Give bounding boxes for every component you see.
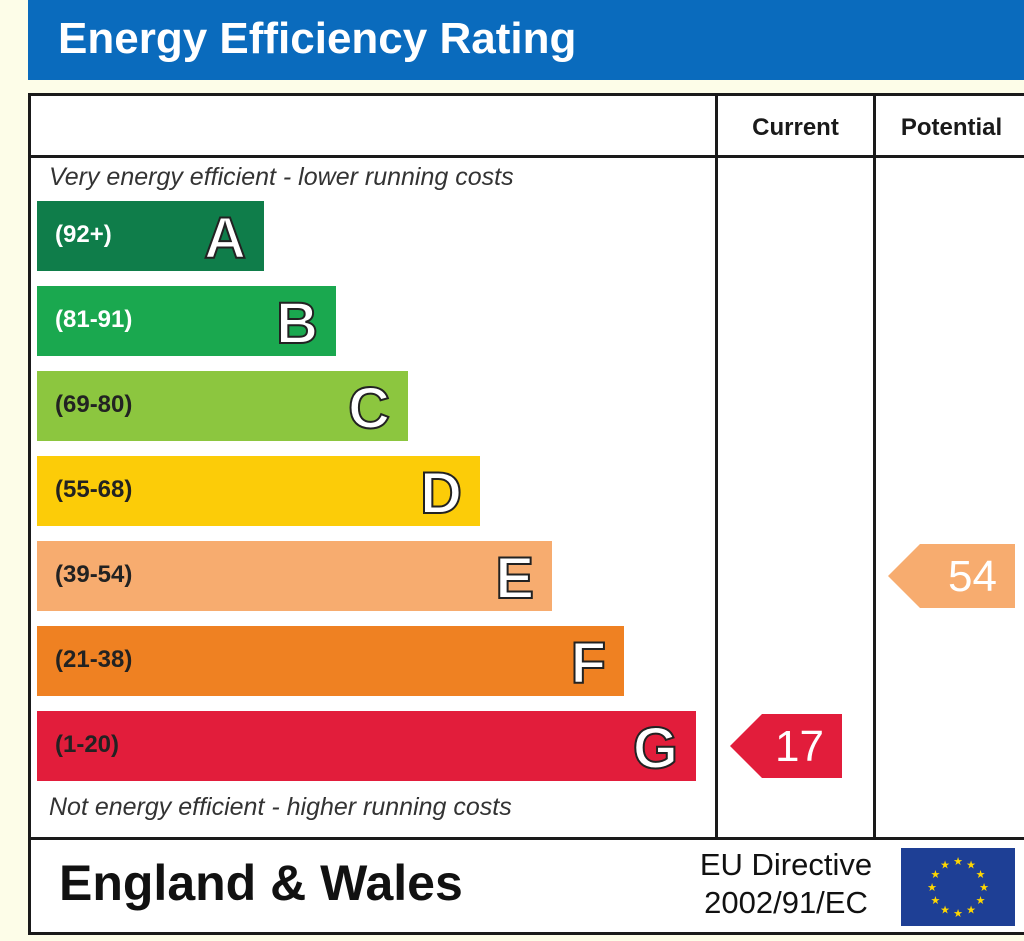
potential-rating-arrow-shape bbox=[888, 544, 1015, 608]
directive-text: EU Directive 2002/91/EC bbox=[686, 846, 886, 922]
eu-star: ★ bbox=[966, 859, 976, 871]
title-bar: Energy Efficiency Rating bbox=[28, 0, 1024, 80]
eu-star: ★ bbox=[940, 859, 950, 871]
region-label: England & Wales bbox=[59, 855, 463, 911]
potential-column-divider bbox=[873, 96, 876, 837]
eu-star: ★ bbox=[979, 882, 989, 894]
band-c: (69-80) C bbox=[37, 371, 408, 442]
eu-star: ★ bbox=[940, 905, 950, 917]
header-divider bbox=[31, 155, 1024, 158]
eu-star: ★ bbox=[931, 869, 941, 881]
band-a: (92+) A bbox=[37, 201, 264, 272]
bottom-note: Not energy efficient - higher running co… bbox=[49, 793, 512, 821]
band-b: (81-91) B bbox=[37, 286, 336, 357]
band-range-label: (39-54) bbox=[55, 561, 133, 588]
current-rating-arrow-shape bbox=[730, 714, 842, 778]
current-column-divider bbox=[715, 96, 718, 837]
band-letter: C bbox=[347, 375, 391, 442]
potential-column-header: Potential bbox=[900, 114, 1003, 141]
band-letter: B bbox=[275, 290, 319, 357]
rating-table: Current Potential Very energy efficient … bbox=[28, 93, 1024, 935]
band-d: (55-68) D bbox=[37, 456, 480, 527]
eu-stars: ★ ★★★★★★★★★★★ bbox=[927, 856, 989, 920]
footer-divider bbox=[31, 837, 1024, 840]
band-letter: G bbox=[632, 715, 679, 782]
page-title: Energy Efficiency Rating bbox=[58, 14, 577, 63]
band-range-label: (55-68) bbox=[55, 476, 133, 503]
band-letter: A bbox=[203, 205, 247, 272]
band-range-label: (69-80) bbox=[55, 391, 133, 418]
current-column-header: Current bbox=[752, 114, 839, 141]
band-range-label: (21-38) bbox=[55, 646, 133, 673]
band-letter: D bbox=[419, 460, 463, 527]
potential-rating-arrow: 54 bbox=[888, 544, 1015, 608]
band-g: (1-20) G bbox=[37, 711, 696, 782]
directive-line-1: EU Directive bbox=[699, 847, 873, 882]
band-range-label: (81-91) bbox=[55, 306, 133, 333]
eu-star: ★ bbox=[927, 882, 937, 894]
eu-star: ★ bbox=[953, 856, 963, 868]
band-letter: F bbox=[570, 630, 607, 697]
eu-star: ★ bbox=[976, 895, 986, 907]
directive-line-2: 2002/91/EC bbox=[704, 885, 868, 920]
band-f: (21-38) F bbox=[37, 626, 624, 697]
band-letter: E bbox=[494, 545, 535, 612]
eu-star: ★ bbox=[976, 869, 986, 881]
potential-rating-arrow-value: 54 bbox=[948, 552, 997, 601]
band-e: (39-54) E bbox=[37, 541, 552, 612]
eu-star: ★ bbox=[966, 905, 976, 917]
eu-star: ★ bbox=[953, 908, 963, 920]
top-note: Very energy efficient - lower running co… bbox=[49, 163, 514, 191]
eu-star: ★ bbox=[931, 895, 941, 907]
current-rating-arrow-value: 17 bbox=[775, 722, 824, 771]
band-range-label: (1-20) bbox=[55, 731, 120, 758]
current-rating-arrow: 17 bbox=[730, 714, 842, 778]
band-range-label: (92+) bbox=[55, 221, 112, 248]
eu-flag-icon: ★ ★ ★ ★ ★ ★ ★ ★ ★ ★ ★ ★ bbox=[901, 848, 1015, 926]
